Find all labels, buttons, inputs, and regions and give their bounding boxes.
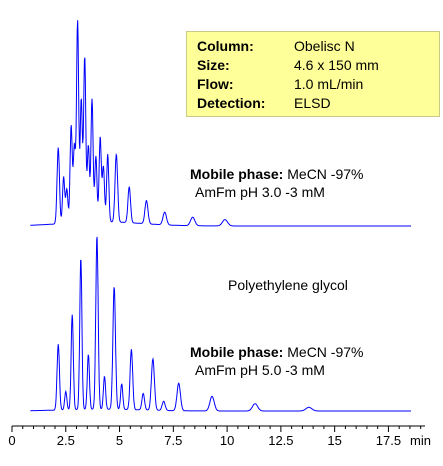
info-value: Obelisc N xyxy=(294,38,355,54)
trace1-buffer: AmFm pH 3.0 -3 mM xyxy=(195,184,325,200)
mobile-phase-organic: MeCN -97% xyxy=(287,344,364,360)
sample-label: Polyethylene glycol xyxy=(228,277,348,293)
info-value: 4.6 x 150 mm xyxy=(294,57,379,73)
x-tick-label: 7.5 xyxy=(164,433,183,448)
traces-group xyxy=(30,20,411,412)
info-key: Size: xyxy=(197,57,230,73)
x-tick-label: 5 xyxy=(115,433,124,448)
trace2-buffer: AmFm pH 5.0 -3 mM xyxy=(195,362,325,378)
x-tick-label: 10 xyxy=(219,433,235,448)
x-tick-label: 17.5 xyxy=(375,433,402,448)
info-key: Flow: xyxy=(197,76,234,92)
x-tick-label: 0 xyxy=(8,433,16,448)
x-tick-label: 15 xyxy=(327,433,342,448)
mobile-phase-title: Mobile phase: xyxy=(190,166,284,182)
trace-2-line xyxy=(30,236,411,412)
info-key: Detection: xyxy=(197,95,266,111)
x-tick-label: 2.5 xyxy=(56,433,75,448)
x-axis-unit: min xyxy=(410,433,431,448)
mobile-phase-organic: MeCN -97% xyxy=(287,166,364,182)
mobile-phase-title: Mobile phase: xyxy=(190,344,284,360)
conditions-box: Column: Obelisc N Size: 4.6 x 150 mm Flo… xyxy=(186,31,440,117)
x-tick-label: 12.5 xyxy=(268,433,294,448)
x-axis xyxy=(11,425,425,432)
info-key: Column: xyxy=(197,38,254,54)
info-value: ELSD xyxy=(294,95,331,111)
trace1-mobile-phase: Mobile phase: MeCN -97% xyxy=(190,165,364,183)
info-value: 1.0 mL/min xyxy=(294,76,364,92)
trace-1-line xyxy=(30,20,411,227)
trace2-mobile-phase: Mobile phase: MeCN -97% xyxy=(190,343,364,361)
